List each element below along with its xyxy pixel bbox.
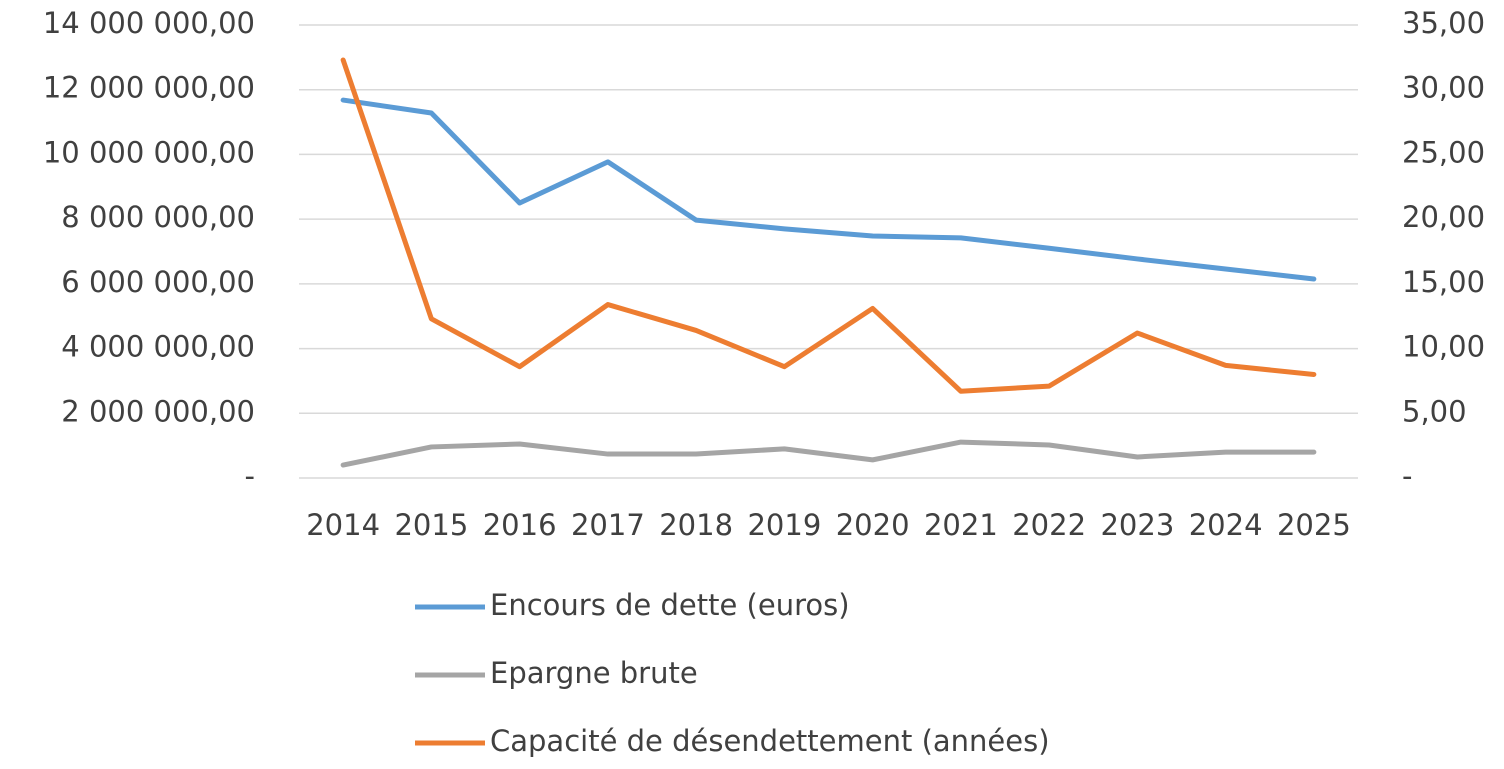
x-tick-label: 2023 [1100,508,1174,542]
y-tick-label: 12 000 000,00 [43,71,255,105]
y-tick-label: 6 000 000,00 [61,265,255,299]
line-series [340,439,1317,468]
y2-tick-label: 25,00 [1402,135,1485,169]
y2-tick-label: 5,00 [1402,394,1467,428]
y2-tick-label: 15,00 [1402,265,1485,299]
x-tick-label: 2025 [1277,508,1351,542]
x-tick-label: 2016 [483,508,557,542]
y-tick-label: 14 000 000,00 [43,6,255,40]
x-tick-label: 2017 [571,508,645,542]
y2-tick-label: 10,00 [1402,330,1485,364]
y2-tick-label: 20,00 [1402,200,1485,234]
y-tick-label: 2 000 000,00 [61,394,255,428]
x-tick-label: 2022 [1012,508,1086,542]
x-tick-label: 2014 [306,508,380,542]
legend-label: Epargne brute [490,656,698,690]
y2-tick-label: 35,00 [1402,6,1485,40]
y-tick-label: 10 000 000,00 [43,135,255,169]
y-tick-label: 4 000 000,00 [61,330,255,364]
x-tick-label: 2015 [394,508,468,542]
y2-tick-label: - [1402,459,1412,493]
line-series [340,97,1317,282]
x-tick-label: 2024 [1189,508,1263,542]
y-tick-label: - [245,459,255,493]
legend-label: Encours de dette (euros) [490,588,850,622]
legend-label: Capacité de désendettement (années) [490,724,1050,758]
x-tick-label: 2018 [659,508,733,542]
x-tick-label: 2019 [747,508,821,542]
y2-tick-label: 30,00 [1402,71,1485,105]
x-tick-label: 2020 [836,508,910,542]
x-tick-label: 2021 [924,508,998,542]
line-series [340,57,1317,394]
y-tick-label: 8 000 000,00 [61,200,255,234]
